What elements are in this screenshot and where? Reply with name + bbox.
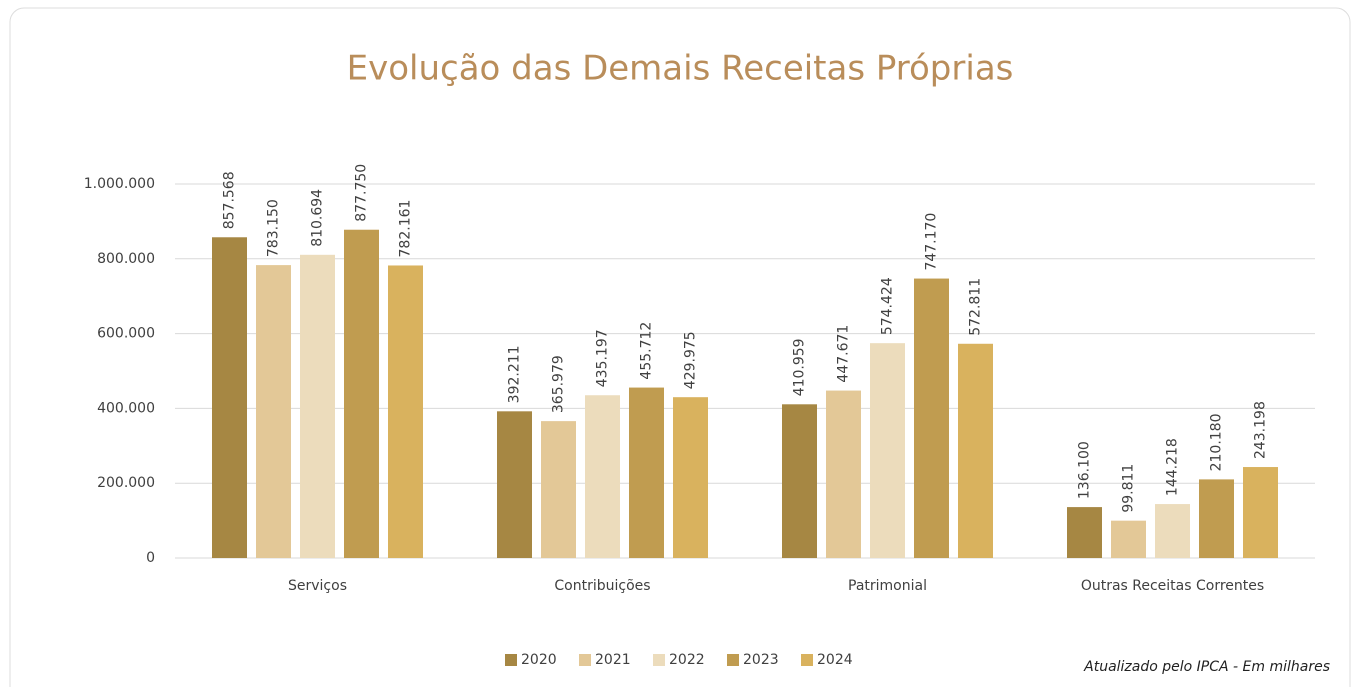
y-tick-label: 600.000	[97, 326, 155, 342]
bar	[256, 265, 291, 558]
y-tick-label: 0	[146, 550, 155, 566]
bar	[673, 397, 708, 558]
y-tick-label: 800.000	[97, 251, 155, 267]
data-label: 429.975	[683, 331, 699, 389]
bar	[541, 421, 576, 558]
bar	[1243, 467, 1278, 558]
data-label: 392.211	[507, 345, 523, 403]
data-label: 435.197	[595, 329, 611, 387]
data-label: 747.170	[924, 213, 940, 271]
bar	[344, 229, 379, 558]
legend-swatch	[505, 654, 517, 666]
bar	[388, 265, 423, 558]
data-label: 782.161	[398, 200, 414, 258]
bar	[1155, 504, 1190, 558]
bar	[585, 395, 620, 558]
y-tick-label: 200.000	[97, 475, 155, 491]
y-tick-label: 1.000.000	[84, 176, 155, 192]
data-label: 144.218	[1165, 438, 1181, 496]
bar	[212, 237, 247, 558]
data-label: 455.712	[639, 322, 655, 380]
data-label: 810.694	[310, 189, 326, 247]
bar	[300, 254, 335, 558]
legend-swatch	[579, 654, 591, 666]
data-label: 447.671	[836, 325, 852, 383]
legend-label: 2023	[743, 652, 779, 668]
chart-title: Evolução das Demais Receitas Próprias	[347, 49, 1014, 89]
x-tick-label: Outras Receitas Correntes	[1081, 578, 1264, 594]
legend-label: 2022	[669, 652, 705, 668]
data-label: 572.811	[968, 278, 984, 336]
x-tick-label: Contribuições	[554, 578, 650, 594]
data-label: 243.198	[1253, 401, 1269, 459]
y-tick-label: 400.000	[97, 400, 155, 416]
note: Atualizado pelo IPCA - Em milhares	[1083, 659, 1330, 675]
bar	[958, 343, 993, 558]
bar	[914, 278, 949, 558]
bar	[1199, 479, 1234, 558]
bar	[826, 390, 861, 558]
legend-swatch	[653, 654, 665, 666]
bar	[870, 343, 905, 558]
x-tick-label: Patrimonial	[848, 578, 927, 594]
bar	[1067, 507, 1102, 558]
legend-label: 2020	[521, 652, 557, 668]
data-label: 136.100	[1077, 441, 1093, 499]
data-label: 783.150	[266, 199, 282, 257]
data-label: 210.180	[1209, 413, 1225, 471]
legend-swatch	[727, 654, 739, 666]
data-label: 99.811	[1121, 464, 1137, 513]
bar	[497, 411, 532, 558]
data-label: 365.979	[551, 355, 567, 413]
bar	[629, 387, 664, 558]
data-label: 574.424	[880, 277, 896, 335]
data-label: 877.750	[354, 164, 370, 222]
bar	[1111, 520, 1146, 558]
legend-swatch	[801, 654, 813, 666]
legend-label: 2024	[817, 652, 853, 668]
data-label: 410.959	[792, 338, 808, 396]
data-label: 857.568	[222, 171, 238, 229]
legend-label: 2021	[595, 652, 631, 668]
bar	[782, 404, 817, 558]
x-tick-label: Serviços	[288, 578, 347, 594]
